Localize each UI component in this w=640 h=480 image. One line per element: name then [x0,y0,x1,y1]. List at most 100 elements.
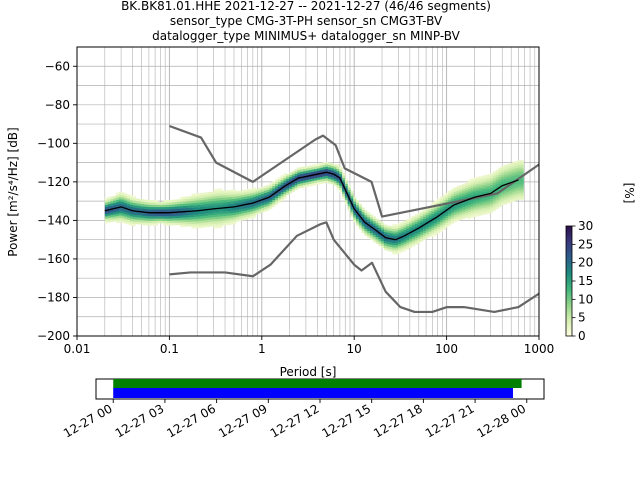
psd-cell [473,189,477,192]
psd-cell [185,224,189,227]
psd-cell [498,193,502,196]
psd-cell [487,183,491,187]
psd-cell [478,190,482,193]
psd-cell [249,188,254,191]
psd-cell [146,209,150,212]
y-tick-label: −200 [37,329,70,343]
psd-cell [397,250,402,254]
psd-cell [124,209,128,213]
psd-cell [163,202,167,205]
psd-cell [420,218,424,221]
psd-cell [325,178,329,181]
psd-cell [464,206,468,209]
psd-cell [219,200,223,203]
psd-cell [255,198,259,201]
psd-cell [431,225,435,228]
psd-cell [252,194,256,198]
psd-cell [266,205,270,209]
psd-cell [208,194,212,197]
psd-cell [517,188,522,191]
psd-cell [289,186,293,189]
psd-cell [261,189,265,192]
psd-cell [194,218,198,222]
psd-cell [258,194,262,198]
psd-cell [339,167,343,170]
psd-cell [280,175,284,178]
psd-cell [244,189,248,192]
psd-cell [397,227,402,231]
psd-cell [132,200,136,204]
psd-cell [400,240,404,243]
psd-cell [473,179,477,183]
psd-cell [448,204,452,208]
psd-cell [353,212,357,216]
psd-cell [300,178,304,182]
psd-cell [289,179,293,182]
psd-cell [386,234,390,238]
psd-cell [141,206,145,209]
psd-cell [503,195,508,198]
psd-cell [316,168,321,171]
psd-cell [503,197,508,200]
psd-cell [127,217,131,221]
psd-cell [233,191,237,195]
psd-cell [417,217,421,221]
psd-cell [316,170,321,174]
psd-cell [143,215,147,219]
psd-cell [498,202,502,205]
psd-cell [509,167,513,171]
psd-cell [314,178,318,181]
psd-cell [487,185,491,189]
psd-cell [459,192,463,195]
psd-cell [333,166,337,170]
psd-cell [372,223,376,226]
psd-cell [436,205,441,209]
psd-cell [286,178,290,182]
psd-cell [503,169,508,173]
psd-cell [517,181,522,184]
psd-cell [135,207,139,211]
psd-cell [406,239,410,243]
x-tick-label: 10 [347,342,362,356]
psd-cell [473,177,477,181]
psd-cell [124,211,128,215]
psd-cell [110,219,114,223]
psd-cell [319,169,323,173]
psd-cell [247,214,251,217]
psd-cell [431,202,435,205]
psd-cell [456,190,460,194]
psd-cell [442,206,446,209]
psd-cell [389,226,393,229]
psd-cell [506,177,510,181]
psd-cell [484,184,488,187]
psd-cell [275,186,279,189]
psd-cell [230,222,234,225]
psd-cell [436,210,441,213]
psd-cell [445,195,449,198]
psd-cell [138,198,142,202]
x-tick-label: 0.1 [160,342,179,356]
psd-cell [155,223,159,226]
psd-cell [252,192,256,195]
psd-cell [219,204,223,208]
psd-cell [501,172,505,176]
psd-cell [171,215,175,219]
psd-cell [132,195,136,199]
psd-cell [110,214,114,218]
psd-cell [213,219,217,222]
psd-cell [431,232,435,235]
psd-cell [191,212,195,215]
psd-cell [358,203,362,207]
psd-cell [141,201,145,205]
psd-cell [476,181,480,185]
psd-cell [520,160,524,163]
psd-cell [506,168,510,172]
psd-cell [205,215,209,218]
psd-cell [244,212,248,216]
psd-cell [431,213,435,217]
psd-cell [277,181,281,185]
psd-cell [372,218,376,222]
psd-cell [462,216,466,219]
